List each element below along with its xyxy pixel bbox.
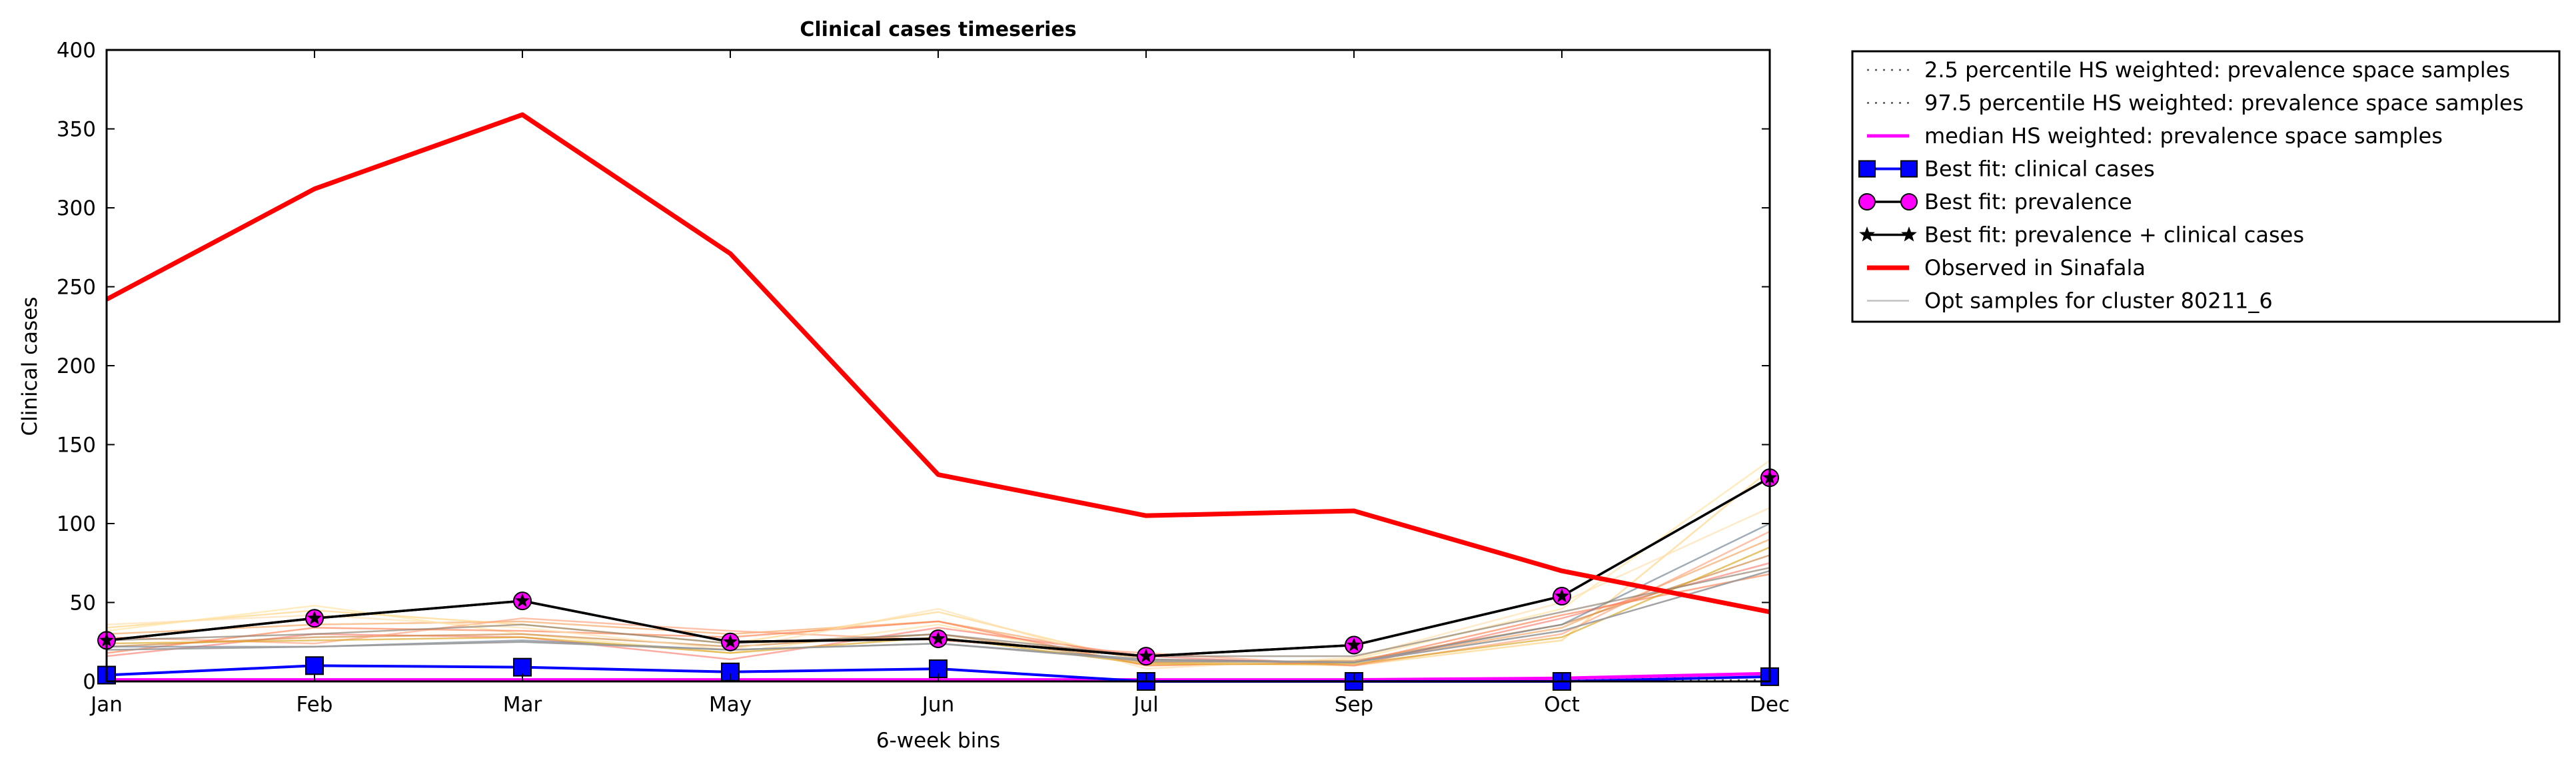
series-4-point-3	[513, 657, 532, 677]
x-tick-label: Jul	[1132, 693, 1158, 717]
y-axis-label: Clinical cases	[18, 296, 42, 436]
y-tick-label: 100	[57, 512, 96, 536]
y-tick-label: 200	[57, 354, 96, 378]
y-tick-label: 250	[57, 276, 96, 300]
series-6-point-6	[1139, 648, 1153, 663]
x-tick-label: Feb	[297, 693, 333, 717]
x-axis-label: 6-week bins	[876, 729, 1000, 753]
legend-label-8: Opt samples for cluster 80211_6	[1924, 288, 2273, 314]
legend: 2.5 percentile HS weighted: prevalence s…	[1851, 50, 2561, 323]
legend-marker-start-4	[1858, 160, 1876, 178]
y-tick-label: 350	[57, 118, 96, 142]
plot-lines	[105, 112, 1770, 683]
sample-line-3	[106, 460, 1770, 667]
chart-title: Clinical cases timeseries	[800, 18, 1076, 41]
legend-label-1: 2.5 percentile HS weighted: prevalence s…	[1924, 57, 2510, 83]
series-6-point-5	[931, 631, 946, 645]
legend-label-5: Best fit: prevalence	[1924, 189, 2132, 214]
legend-marker-start-5	[1858, 193, 1876, 210]
sample-line-7	[106, 573, 1770, 667]
y-tick-label: 400	[57, 39, 96, 63]
series-line-8	[106, 570, 1770, 663]
series-line-5	[106, 476, 1770, 657]
x-tick-label: Oct	[1544, 693, 1580, 717]
x-tick-label: Jan	[89, 693, 123, 717]
legend-label-6: Best fit: prevalence + clinical cases	[1924, 222, 2304, 248]
legend-label-7: Observed in Sinafala	[1924, 255, 2146, 280]
legend-marker-start-6	[1859, 226, 1875, 242]
series-6-point-3	[515, 593, 530, 607]
legend-marker-end-5	[1900, 193, 1918, 210]
legend-label-4: Best fit: clinical cases	[1924, 157, 2155, 182]
x-tick-label: May	[709, 693, 752, 717]
plot-markers	[97, 468, 1779, 691]
x-tick-label: Dec	[1750, 693, 1790, 717]
x-tick-label: Mar	[503, 693, 542, 717]
axis-ticks: Jan Feb Mar May Jun Jul Sep Oct Dec 0 50 100 150 200 2…	[57, 39, 1790, 717]
series-line-6	[106, 476, 1770, 657]
x-tick-label: Jun	[921, 693, 954, 717]
legend-label-2: 97.5 percentile HS weighted: prevalence …	[1924, 91, 2523, 116]
legend-box	[1851, 50, 2561, 323]
y-tick-label: 300	[57, 196, 96, 220]
series-4-point-2	[305, 656, 324, 675]
plot-frame	[105, 49, 1771, 683]
sample-line-8	[106, 507, 1770, 670]
y-tick-label: 0	[83, 670, 96, 694]
legend-marker-end-4	[1900, 160, 1918, 178]
series-6-point-2	[307, 610, 322, 625]
series-6-point-8	[1555, 588, 1569, 603]
legend-label-3: median HS weighted: prevalence space sam…	[1924, 123, 2443, 149]
legend-marker-end-6	[1901, 226, 1917, 242]
y-tick-label: 50	[70, 591, 96, 615]
series-line-7	[105, 112, 1770, 615]
series-6-point-7	[1347, 637, 1361, 651]
y-tick-label: 150	[57, 434, 96, 458]
series-6-point-4	[723, 634, 738, 648]
x-tick-label: Sep	[1335, 693, 1373, 717]
